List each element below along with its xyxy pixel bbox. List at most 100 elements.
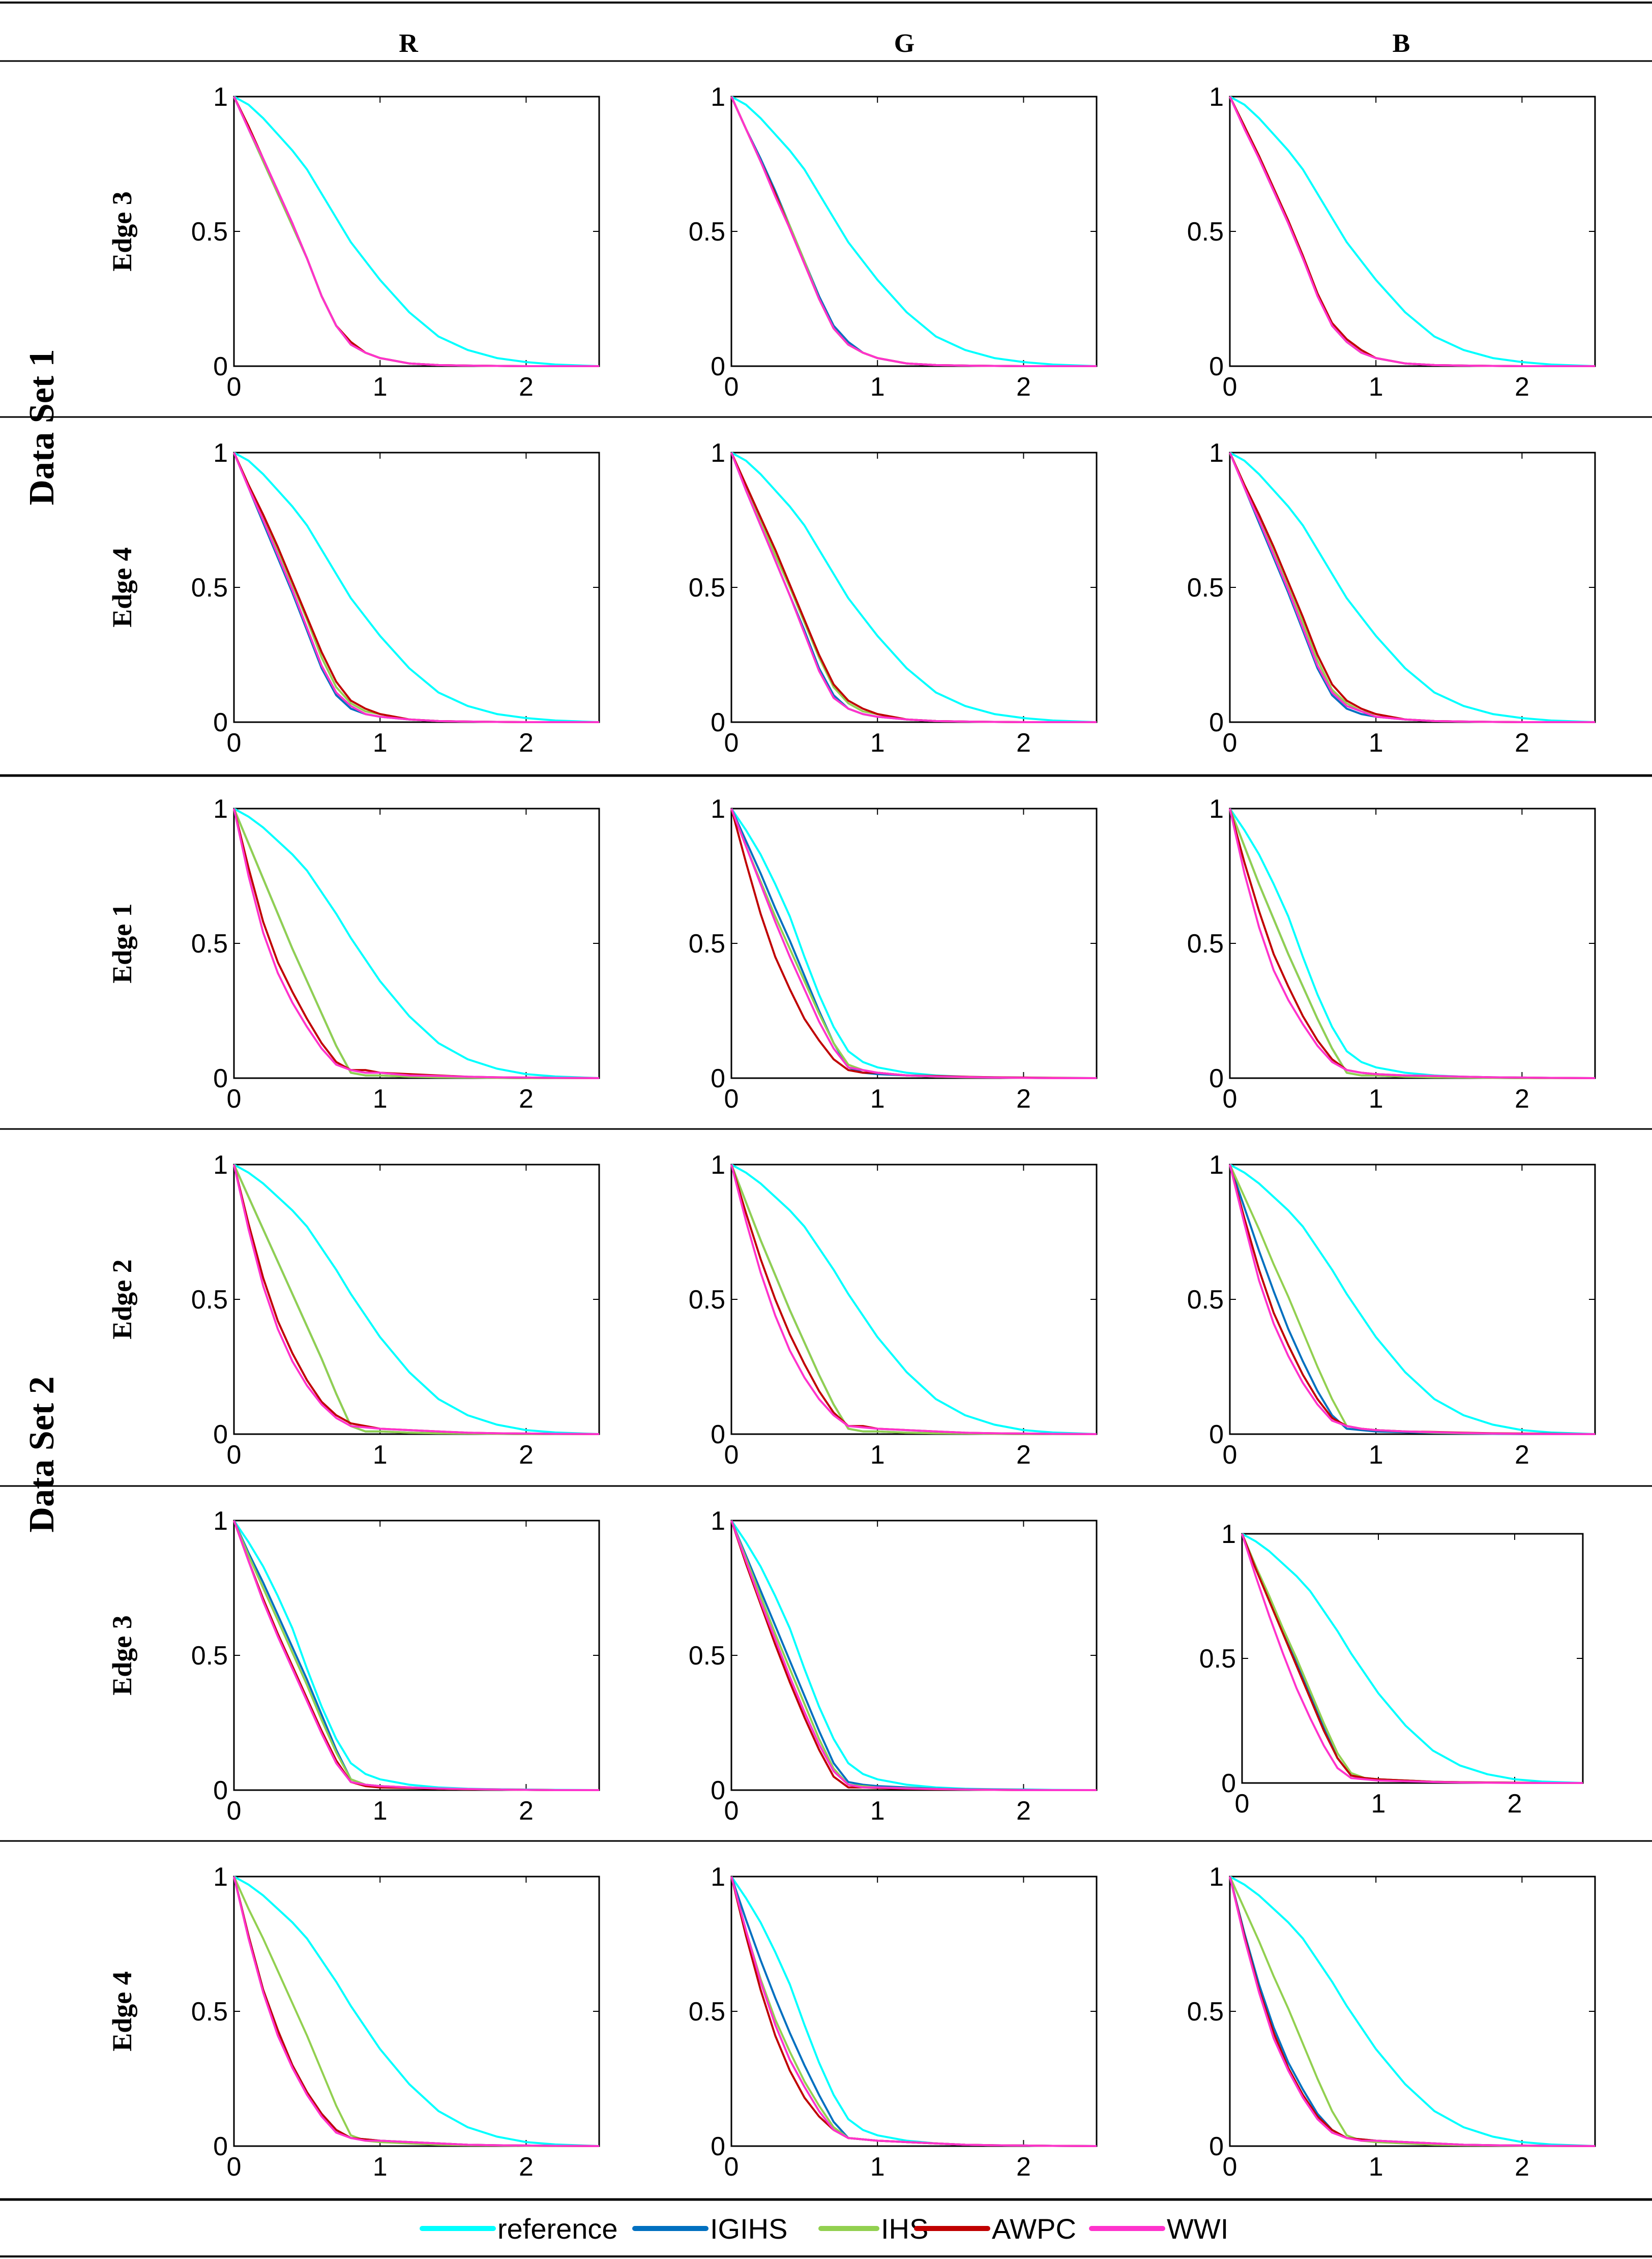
- series-line-reference: [233, 96, 600, 367]
- x-tick-label: 2: [1016, 372, 1031, 402]
- plot-frame: [233, 1520, 600, 1791]
- series-line-reference: [731, 1164, 1097, 1435]
- y-tick-label: 0.5: [191, 217, 228, 247]
- x-tick-label: 1: [870, 2152, 885, 2182]
- y-tick-label: 0.5: [1199, 1644, 1236, 1674]
- series-line-wwi: [1229, 1876, 1596, 2147]
- x-tick-label: 0: [227, 1796, 242, 1826]
- dataset-label: Data Set 1: [22, 349, 62, 505]
- y-tick-label: 0.5: [191, 1285, 228, 1315]
- x-tick-label: 2: [1515, 728, 1529, 758]
- x-tick-label: 0: [227, 1440, 242, 1470]
- row-label: Edge 4: [107, 547, 137, 628]
- y-tick-label: 0: [213, 352, 228, 381]
- x-tick-label: 0: [1235, 1789, 1250, 1819]
- x-tick-label: 0: [724, 1440, 739, 1470]
- y-tick-label: 0: [711, 708, 725, 737]
- y-tick-label: 0.5: [689, 573, 725, 603]
- x-tick-label: 1: [870, 372, 885, 402]
- plot-frame: [730, 808, 1098, 1079]
- y-tick-label: 0: [1209, 352, 1224, 381]
- series-line-reference: [1229, 452, 1596, 723]
- x-tick-label: 0: [1223, 1440, 1237, 1470]
- panel-2-2: 0 1 2 0 0.5 1: [1187, 794, 1596, 1114]
- series-line-wwi: [233, 808, 600, 1079]
- plot-frame: [730, 1876, 1098, 2147]
- x-tick-label: 2: [1515, 372, 1529, 402]
- y-tick-label: 1: [1209, 794, 1224, 824]
- y-tick-label: 1: [1209, 1862, 1224, 1892]
- x-tick-label: 2: [519, 728, 534, 758]
- y-tick-label: 0.5: [191, 573, 228, 603]
- panel-0-2: 0 1 2 0 0.5 1: [1187, 82, 1596, 402]
- x-tick-label: 1: [870, 1440, 885, 1470]
- x-tick-label: 2: [519, 1084, 534, 1114]
- panel-2-0: 0 1 2 0 0.5 1: [191, 794, 600, 1114]
- x-tick-label: 2: [1515, 1440, 1529, 1470]
- series-line-wwi: [233, 96, 599, 367]
- x-tick-label: 0: [1223, 728, 1237, 758]
- y-tick-label: 0: [711, 352, 725, 381]
- y-tick-label: 1: [711, 1150, 725, 1180]
- x-tick-label: 2: [519, 372, 534, 402]
- series-line-wwi: [1229, 96, 1595, 367]
- panel-5-1: 0 1 2 0 0.5 1: [689, 1862, 1098, 2182]
- y-tick-label: 0.5: [1187, 929, 1224, 959]
- panels: 0 1 2 0 0.5 1 0 1 2 0 0.5 1 0 1 2 0 0.5 1 0 1 2 0 0.5 1 0 1 2 0 0.5 1…: [191, 82, 1596, 2182]
- y-tick-label: 0: [213, 1064, 228, 1093]
- column-header-b: B: [1393, 29, 1410, 58]
- series-line-wwi: [730, 808, 1097, 1079]
- y-tick-label: 0: [213, 1776, 228, 1805]
- legend-label: reference: [497, 2213, 618, 2245]
- x-tick-label: 1: [373, 372, 388, 402]
- x-tick-label: 2: [1016, 1084, 1031, 1114]
- x-tick-label: 0: [724, 2152, 739, 2182]
- row-label: Edge 2: [107, 1259, 137, 1340]
- x-tick-label: 0: [724, 1796, 739, 1826]
- plot-frame: [1241, 1533, 1584, 1784]
- panel-5-2: 0 1 2 0 0.5 1: [1187, 1862, 1596, 2182]
- column-header-g: G: [894, 29, 914, 58]
- x-tick-label: 1: [1369, 372, 1383, 402]
- panel-3-2: 0 1 2 0 0.5 1: [1187, 1150, 1596, 1470]
- x-tick-label: 2: [1016, 1796, 1031, 1826]
- panel-2-1: 0 1 2 0 0.5 1: [689, 794, 1098, 1114]
- row-label: Edge 4: [107, 1971, 137, 2052]
- column-header-r: R: [399, 29, 419, 58]
- x-tick-label: 0: [724, 1084, 739, 1114]
- series-line-reference: [731, 452, 1097, 723]
- y-tick-label: 0.5: [689, 1641, 725, 1671]
- y-tick-label: 0.5: [689, 217, 725, 247]
- y-tick-label: 1: [213, 1862, 228, 1892]
- plot-frame: [1229, 96, 1596, 367]
- plot-frame: [233, 96, 600, 367]
- y-tick-label: 0: [711, 1776, 725, 1805]
- series-line-wwi: [1229, 808, 1596, 1079]
- y-tick-label: 0: [1221, 1769, 1236, 1798]
- plot-frame: [233, 1164, 600, 1435]
- series-line-wwi: [730, 452, 1097, 723]
- x-tick-label: 2: [1016, 728, 1031, 758]
- x-tick-label: 1: [373, 1796, 388, 1826]
- plot-frame: [730, 1164, 1098, 1435]
- x-tick-label: 2: [519, 1796, 534, 1826]
- panel-1-2: 0 1 2 0 0.5 1: [1187, 438, 1596, 758]
- y-tick-label: 0: [1209, 708, 1224, 737]
- x-tick-label: 2: [519, 1440, 534, 1470]
- y-tick-label: 1: [1209, 438, 1224, 468]
- x-tick-label: 0: [227, 2152, 242, 2182]
- series-line-wwi: [233, 452, 599, 723]
- x-tick-label: 2: [519, 2152, 534, 2182]
- x-tick-label: 1: [870, 1796, 885, 1826]
- series-line-wwi: [1229, 1164, 1595, 1435]
- panel-4-0: 0 1 2 0 0.5 1: [191, 1506, 600, 1826]
- row-label: Edge 3: [107, 1615, 137, 1696]
- series-line-wwi: [1241, 1533, 1583, 1784]
- y-tick-label: 1: [711, 438, 725, 468]
- x-tick-label: 1: [1371, 1789, 1386, 1819]
- x-tick-label: 0: [724, 372, 739, 402]
- panel-0-1: 0 1 2 0 0.5 1: [689, 82, 1098, 402]
- y-tick-label: 0: [1209, 1064, 1224, 1093]
- x-tick-label: 2: [1515, 1084, 1529, 1114]
- x-tick-label: 1: [1369, 2152, 1383, 2182]
